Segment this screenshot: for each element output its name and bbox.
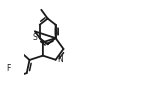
Text: N: N: [57, 55, 63, 64]
Text: N: N: [53, 28, 59, 37]
Text: S: S: [33, 33, 38, 42]
Text: F: F: [6, 64, 10, 73]
